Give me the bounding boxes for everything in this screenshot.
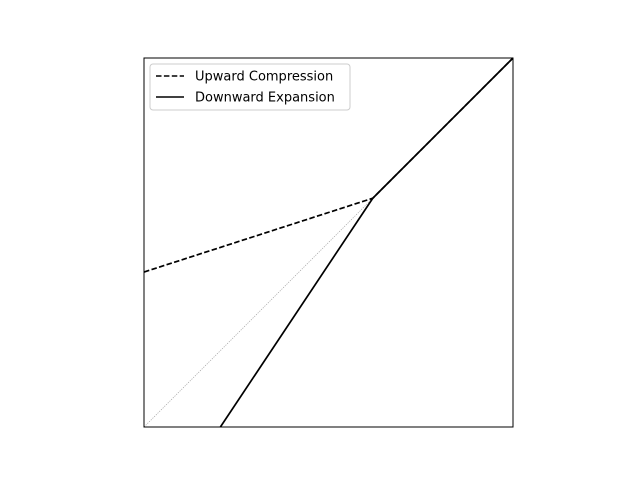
legend-label-upward-compression: Upward Compression — [195, 70, 333, 85]
legend: Upward Compression Downward Expansion — [149, 63, 351, 111]
legend-label-downward-expansion: Downward Expansion — [195, 91, 335, 106]
legend-box — [149, 63, 351, 111]
plot-area — [143, 57, 514, 428]
axes-frame — [143, 57, 514, 428]
series-line-downward-expansion — [219, 57, 514, 428]
